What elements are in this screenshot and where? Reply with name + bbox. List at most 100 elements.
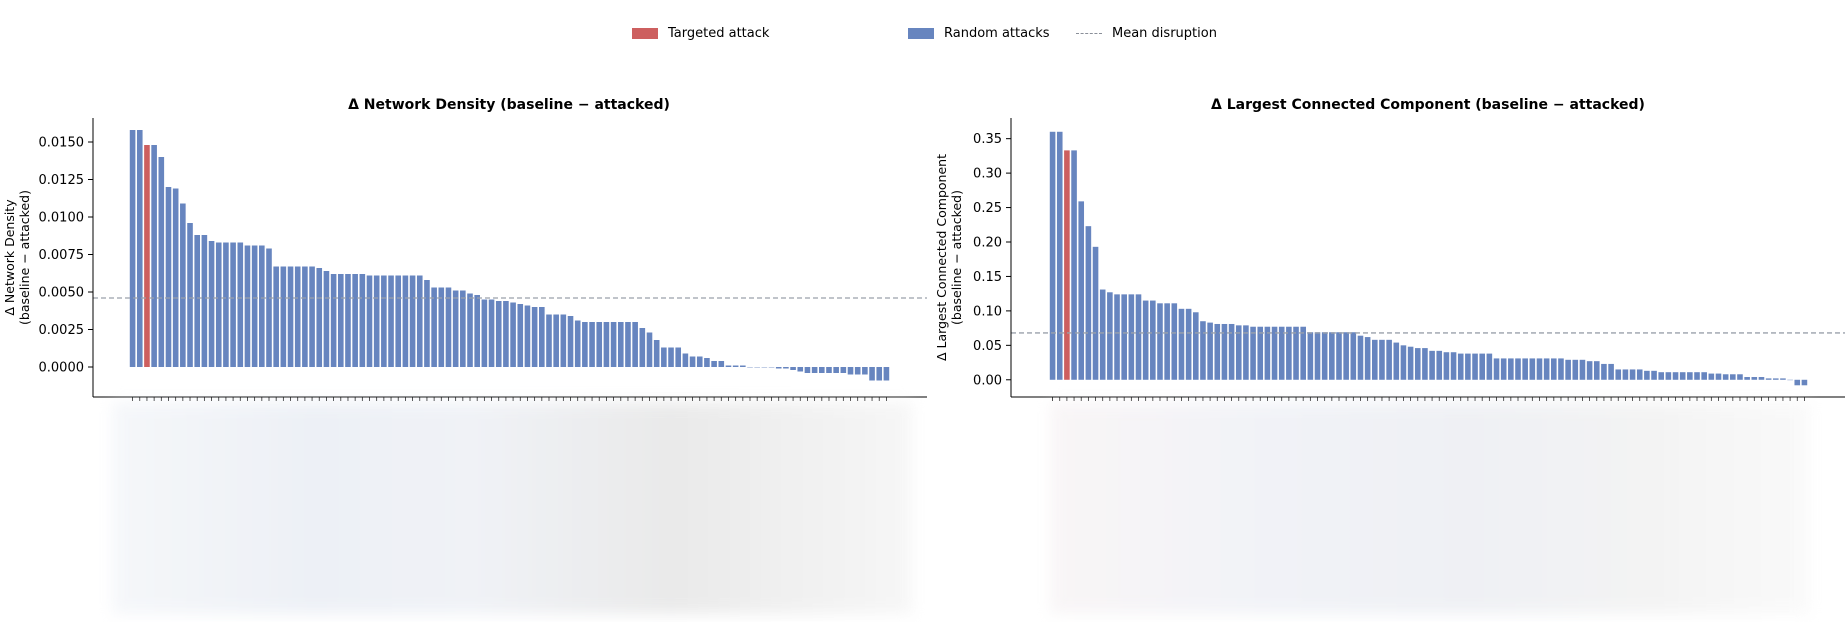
bar-targeted xyxy=(144,145,150,367)
bar-targeted xyxy=(1064,150,1070,380)
legend-label-random: Random attacks xyxy=(944,26,1050,41)
bar-random xyxy=(582,322,588,367)
bar-random xyxy=(797,367,804,372)
bar-random xyxy=(1085,226,1092,380)
bar-random xyxy=(617,322,624,367)
y-tick-label: 0.30 xyxy=(973,167,1002,182)
bar-random xyxy=(811,367,818,373)
bar-random xyxy=(194,235,200,367)
bar-random xyxy=(1300,326,1306,380)
bar-random xyxy=(1128,294,1135,380)
legend-label-targeted: Targeted attack xyxy=(668,26,770,41)
bar-random xyxy=(1235,325,1242,380)
bar-random xyxy=(230,242,236,367)
legend: Targeted attack Random attacks Mean disr… xyxy=(0,26,1848,52)
bar-random xyxy=(352,274,358,367)
bar-random xyxy=(1772,378,1779,380)
bar-random xyxy=(1121,294,1127,380)
y-tick-label: 0.25 xyxy=(973,201,1002,216)
chart-title: Δ Largest Connected Component (baseline … xyxy=(1211,97,1645,113)
bar-random xyxy=(215,242,222,367)
bar-random xyxy=(251,245,258,367)
bar-random xyxy=(1443,352,1450,380)
bar-random xyxy=(725,365,732,367)
bar-random xyxy=(1536,358,1543,380)
bar-random xyxy=(517,304,524,367)
bar-random xyxy=(1543,358,1550,380)
y-tick-label: 0.0050 xyxy=(39,286,85,301)
bar-random xyxy=(1200,321,1206,380)
y-axis-label: Δ Network Density xyxy=(2,199,17,316)
bar-random xyxy=(1429,350,1435,380)
bar-random xyxy=(1336,332,1342,380)
bar-random xyxy=(474,295,480,367)
bar-random xyxy=(1056,131,1063,380)
bar-random xyxy=(524,305,531,367)
bar-random xyxy=(610,322,617,367)
bar-random xyxy=(574,320,581,367)
bar-random xyxy=(1386,339,1392,380)
bar-random xyxy=(503,301,509,367)
bar-random xyxy=(287,266,294,367)
bar-random xyxy=(1744,377,1750,380)
bar-random xyxy=(460,290,466,367)
legend-item-targeted: Targeted attack xyxy=(632,26,769,41)
bar-random xyxy=(876,367,883,381)
bar-random xyxy=(1157,303,1163,380)
bar-random xyxy=(1472,353,1478,380)
bar-random xyxy=(1522,358,1528,380)
bar-random xyxy=(424,280,430,367)
bar-random xyxy=(696,356,703,367)
bar-random xyxy=(337,274,344,367)
bar-random xyxy=(1715,373,1722,380)
bar-random xyxy=(438,287,445,367)
bar-random xyxy=(1636,369,1643,380)
bar-random xyxy=(330,274,337,367)
bar-random xyxy=(689,356,696,367)
bar-random xyxy=(1314,332,1321,380)
bar-random xyxy=(1751,377,1758,380)
bar-random xyxy=(1135,294,1142,380)
bar-random xyxy=(1708,373,1715,380)
bar-random xyxy=(596,322,603,367)
bar-random xyxy=(1457,353,1464,380)
bar-random xyxy=(388,275,394,367)
bar-random xyxy=(452,290,459,367)
bar-random xyxy=(1436,350,1443,380)
bar-random xyxy=(1214,323,1221,380)
bar-random xyxy=(833,367,839,373)
bar-random xyxy=(883,367,890,381)
y-tick-label: 0.0025 xyxy=(39,323,85,338)
bar-random xyxy=(718,361,725,367)
bar-random xyxy=(639,328,646,367)
bar-random xyxy=(1293,326,1299,380)
bar-random xyxy=(467,293,473,367)
bar-random xyxy=(266,248,272,367)
bar-random xyxy=(1665,372,1672,380)
bar-random xyxy=(1150,300,1156,380)
bar-random xyxy=(1164,303,1170,380)
legend-item-random: Random attacks xyxy=(908,26,1050,41)
bar-random xyxy=(1379,339,1385,380)
bar-random xyxy=(431,287,437,367)
bar-random xyxy=(1078,201,1085,380)
bar-random xyxy=(632,322,638,367)
bar-random xyxy=(1593,361,1600,380)
bar-random xyxy=(1687,372,1693,380)
bar-random xyxy=(1357,335,1364,380)
bar-random xyxy=(1049,131,1056,380)
bar-random xyxy=(1193,312,1199,380)
bar-random xyxy=(488,299,495,367)
bar-random xyxy=(1250,326,1256,380)
bar-random xyxy=(409,275,416,367)
bar-random xyxy=(1701,372,1707,380)
bar-random xyxy=(172,188,179,367)
bar-random xyxy=(1608,363,1614,380)
bar-random xyxy=(840,367,847,373)
y-tick-label: 0.00 xyxy=(973,373,1002,388)
blurred-tick-labels-left xyxy=(112,402,912,614)
bar-random xyxy=(381,275,387,367)
bar-random xyxy=(1500,358,1507,380)
bar-random xyxy=(151,145,157,367)
y-tick-label: 0.0000 xyxy=(39,361,85,376)
